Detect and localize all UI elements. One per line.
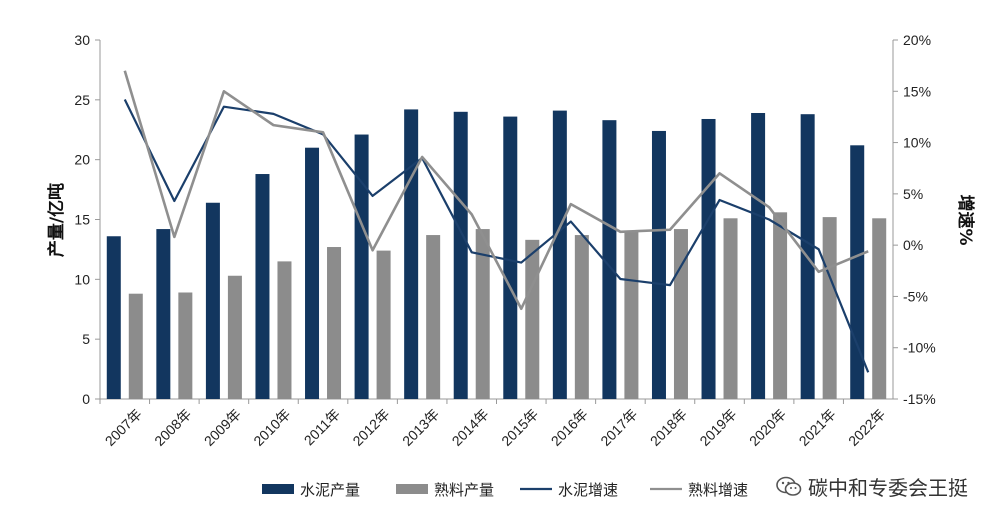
y-right-tick-label: 5% — [903, 186, 923, 202]
cement-output-bar — [156, 229, 171, 399]
lines — [123, 70, 870, 373]
clinker-output-bar — [227, 275, 242, 399]
clinker-growth-line — [123, 70, 869, 311]
cement-output-bar — [305, 147, 320, 399]
y-right-tick-label: 10% — [903, 135, 931, 151]
legend: 水泥产量 熟料产量 水泥增速 熟料增速 — [262, 481, 748, 499]
cement-output-bar — [453, 111, 468, 400]
x-tick-label: 2021年 — [796, 406, 839, 449]
x-tick-label: 2007年 — [102, 406, 145, 449]
y-axis-right-title: 增速% — [955, 194, 976, 245]
y-right-tick-label: -15% — [903, 391, 936, 407]
clinker-output-bar — [426, 235, 441, 399]
clinker-output-bar — [773, 212, 788, 399]
cement-output-bar — [404, 109, 419, 399]
x-tick-label: 2014年 — [449, 406, 492, 449]
legend-clinker-growth-label: 熟料增速 — [688, 481, 748, 499]
y-right-tick-label: -10% — [903, 340, 936, 356]
clinker-output-bar — [525, 239, 540, 399]
bars — [106, 109, 887, 400]
cement-output-bar — [552, 110, 567, 399]
clinker-output-bar — [475, 229, 490, 399]
legend-clinker-output-swatch — [396, 484, 428, 494]
cement-output-bar — [205, 202, 220, 399]
x-tick-label: 2019年 — [696, 406, 739, 449]
x-tick-label: 2012年 — [349, 406, 392, 449]
x-tick-label: 2015年 — [498, 406, 541, 449]
x-tick-label: 2017年 — [597, 406, 640, 449]
legend-cement-growth-label: 水泥增速 — [558, 481, 618, 499]
x-tick-label: 2008年 — [151, 406, 194, 449]
y-right-tick-label: 20% — [903, 32, 931, 48]
cement-output-bar — [701, 118, 716, 399]
y-left-tick-label: 10 — [74, 271, 90, 287]
clinker-output-bar — [822, 217, 837, 399]
legend-clinker-output-label: 熟料产量 — [434, 481, 494, 499]
cement-output-bar — [751, 112, 766, 399]
clinker-output-bar — [277, 261, 292, 399]
clinker-output-bar — [128, 293, 143, 399]
x-tick-label: 2016年 — [548, 406, 591, 449]
x-tick-label: 2011年 — [301, 406, 344, 449]
legend-cement-output-swatch — [262, 484, 294, 494]
x-tick-label: 2009年 — [201, 406, 244, 449]
clinker-output-bar — [178, 292, 193, 399]
y-left-tick-label: 0 — [82, 391, 90, 407]
clinker-output-bar — [723, 218, 738, 399]
x-tick-label: 2010年 — [250, 406, 293, 449]
y-right-tick-label: 0% — [903, 237, 923, 253]
cement-output-bar — [255, 174, 270, 399]
wechat-icon — [776, 476, 802, 496]
clinker-output-bar — [376, 250, 391, 399]
y-axis-left-title: 产量/亿吨 — [46, 183, 67, 257]
y-left-tick-label: 30 — [74, 32, 90, 48]
clinker-output-bar — [872, 218, 887, 399]
legend-cement-output-label: 水泥产量 — [300, 481, 360, 499]
y-right-tick-label: -5% — [903, 288, 928, 304]
cement-output-bar — [354, 134, 369, 399]
watermark-text: 碳中和专委会王挺 — [808, 476, 968, 500]
y-left-tick-label: 15 — [74, 212, 90, 228]
cement-growth-line — [123, 99, 870, 373]
clinker-output-bar — [624, 231, 639, 399]
x-tick-label: 2013年 — [399, 406, 442, 449]
x-tick-label: 2020年 — [746, 406, 789, 449]
cement-output-bar — [503, 116, 518, 399]
watermark: 碳中和专委会王挺 — [772, 470, 972, 503]
y-left-tick-label: 25 — [74, 92, 90, 108]
y-right-tick-label: 15% — [903, 83, 931, 99]
cement-output-bar — [651, 130, 666, 400]
clinker-output-bar — [673, 229, 688, 399]
clinker-output-bar — [327, 247, 342, 399]
cement-output-bar — [850, 145, 865, 399]
y-left-tick-label: 20 — [74, 152, 90, 168]
x-tick-label: 2022年 — [845, 406, 888, 449]
cement-output-bar — [106, 236, 121, 399]
x-tick-label: 2018年 — [647, 406, 690, 449]
clinker-output-bar — [574, 235, 589, 399]
y-left-tick-label: 5 — [82, 331, 90, 347]
cement-output-bar — [602, 120, 617, 399]
